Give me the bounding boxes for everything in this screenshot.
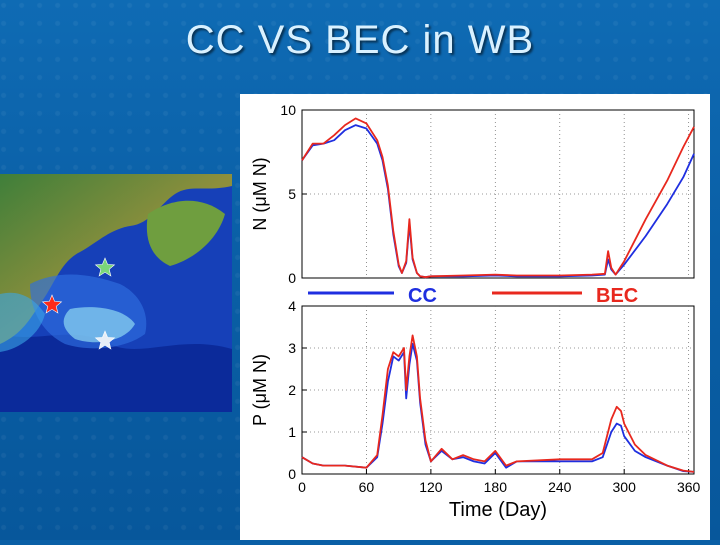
- n-yticks: 0 5 10: [280, 102, 307, 286]
- y-tick-label: 3: [288, 340, 296, 356]
- bec-series-line: [301, 334, 695, 473]
- red-star-icon: [41, 294, 63, 314]
- y-tick-label: 10: [280, 102, 296, 118]
- x-tick-label: 240: [548, 479, 572, 495]
- y-tick-label: 2: [288, 382, 296, 398]
- x-tick-label: 0: [298, 479, 306, 495]
- slide-title: CC VS BEC in WB: [185, 18, 535, 62]
- map-graphic: [0, 174, 232, 412]
- bathymetry-map: [0, 174, 232, 412]
- n-y-axis-label: N (μM N): [250, 157, 270, 230]
- p-x-axis-label: Time (Day): [449, 499, 547, 521]
- chart-panel: 0 5 10 N (μM N) CC BEC 0 1 2 3 4 0 60 120 180 240 3…: [240, 94, 710, 540]
- legend-bec-label: BEC: [596, 285, 638, 307]
- y-tick-label: 0: [288, 466, 296, 482]
- x-tick-label: 360: [677, 479, 701, 495]
- p-plot: 0 1 2 3 4 0 60 120 180 240 300 360 P (μM N) Time (…: [250, 298, 701, 521]
- p-grid: [302, 306, 694, 474]
- p-y-axis-label: P (μM N): [250, 354, 270, 426]
- x-tick-label: 300: [613, 479, 637, 495]
- chart-svg: 0 5 10 N (μM N) CC BEC 0 1 2 3 4 0 60 120 180 240 3…: [250, 102, 701, 521]
- bec-series-line: [301, 117, 695, 279]
- y-tick-label: 5: [288, 186, 296, 202]
- p-yticks: 0 1 2 3 4: [288, 298, 307, 482]
- p-lines: [301, 334, 695, 473]
- y-tick-label: 0: [288, 270, 296, 286]
- x-tick-label: 180: [484, 479, 508, 495]
- legend-cc-label: CC: [408, 285, 437, 307]
- n-lines: [301, 117, 695, 279]
- y-tick-label: 1: [288, 424, 296, 440]
- p-xticks: 0 60 120 180 240 300 360: [298, 469, 701, 495]
- x-tick-label: 120: [419, 479, 443, 495]
- white-star-icon: [94, 330, 116, 350]
- green-star-icon: [94, 257, 116, 277]
- x-tick-label: 60: [359, 479, 375, 495]
- map-markers: [41, 257, 116, 350]
- legend: CC BEC: [308, 285, 638, 307]
- y-tick-label: 4: [288, 298, 296, 314]
- n-plot: 0 5 10 N (μM N): [250, 102, 695, 286]
